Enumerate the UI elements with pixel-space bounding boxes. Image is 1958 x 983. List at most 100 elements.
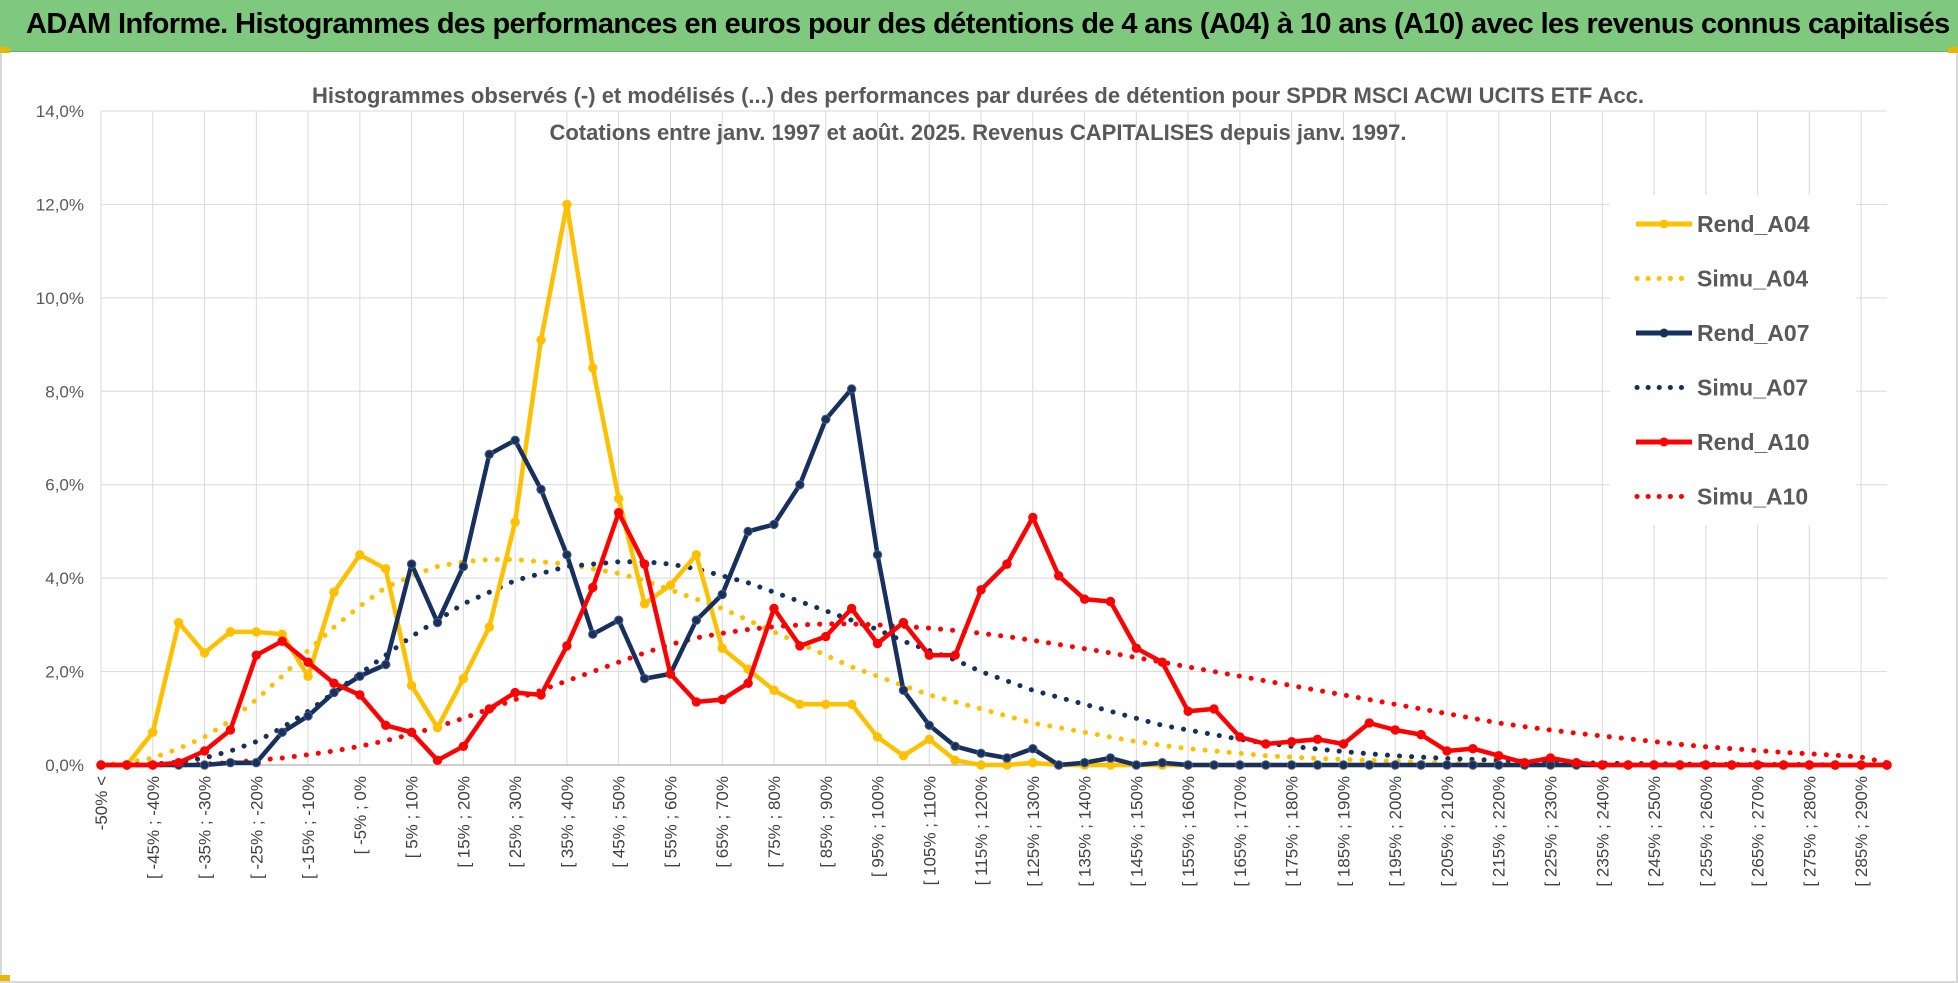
- x-tick-label: [ 175% ; 180%: [1283, 776, 1302, 887]
- data-point: [432, 755, 443, 766]
- y-tick-label: 14,0%: [36, 102, 84, 121]
- data-point: [225, 627, 236, 637]
- data-point: [872, 638, 883, 649]
- data-point: [639, 599, 650, 609]
- series-Simu_A10: [98, 621, 1890, 768]
- data-point: [691, 550, 702, 560]
- data-point: [639, 559, 650, 569]
- data-point: [821, 631, 831, 642]
- x-tick-label: [ 275% ; 280%: [1800, 776, 1819, 887]
- x-tick-label: [ 75% ; 80%: [765, 776, 784, 868]
- data-point: [1416, 760, 1426, 770]
- data-point: [355, 550, 365, 560]
- data-point: [1364, 760, 1375, 770]
- data-point: [406, 559, 417, 569]
- data-point: [924, 650, 934, 660]
- data-point: [251, 650, 262, 660]
- x-tick-label: [ 205% ; 210%: [1438, 776, 1457, 887]
- data-point: [173, 757, 184, 768]
- data-point: [484, 449, 494, 460]
- data-point: [1235, 760, 1245, 770]
- data-point: [588, 629, 598, 639]
- header-banner: ADAM Informe. Histogrammes des performan…: [0, 0, 1958, 52]
- legend-label: Simu_A04: [1697, 266, 1808, 292]
- data-point: [122, 760, 132, 770]
- page-title: ADAM Informe. Histogrammes des performan…: [26, 8, 1950, 40]
- data-point: [1442, 746, 1452, 756]
- data-point: [769, 519, 779, 530]
- x-tick-label: [ 235% ; 240%: [1593, 776, 1612, 887]
- x-tick-label: [ 215% ; 220%: [1490, 776, 1509, 887]
- legend-item: Simu_A04: [1634, 266, 1808, 292]
- data-point: [639, 673, 650, 684]
- legend: Rend_A04 Simu_A04 Rend_A07 Simu_A07 Rend_A10…: [1610, 195, 1856, 525]
- x-tick-label: [ 115% ; 120%: [972, 776, 991, 885]
- data-point: [1468, 760, 1478, 770]
- data-point: [1623, 760, 1633, 770]
- series-Rend_A10: [96, 508, 1892, 770]
- data-point: [821, 414, 831, 425]
- data-point: [1804, 760, 1815, 770]
- data-point: [1054, 571, 1064, 581]
- legend-label: Simu_A10: [1697, 484, 1808, 510]
- data-point: [562, 550, 572, 560]
- data-point: [1312, 760, 1323, 770]
- x-tick-label: [ 265% ; 270%: [1749, 776, 1768, 887]
- x-tick-label: [ 155% ; 160%: [1179, 776, 1198, 887]
- data-point: [510, 687, 520, 698]
- data-point: [1701, 760, 1711, 770]
- data-point: [1261, 760, 1271, 770]
- x-tick-label: [ 245% ; 250%: [1645, 776, 1664, 887]
- data-point: [277, 636, 287, 646]
- data-point: [510, 517, 520, 527]
- data-point: [665, 669, 676, 679]
- x-tick-label: [ 185% ; 190%: [1334, 776, 1353, 887]
- series-line: [98, 559, 1890, 768]
- data-point: [613, 508, 624, 518]
- data-point: [1105, 753, 1116, 763]
- data-point: [432, 617, 443, 628]
- y-tick-label: 4,0%: [45, 569, 84, 588]
- data-point: [821, 699, 831, 709]
- x-tick-label: [ 95% ; 100%: [869, 776, 888, 877]
- data-point: [381, 720, 391, 730]
- data-point: [613, 494, 624, 504]
- data-point: [1261, 739, 1271, 749]
- data-point: [1312, 734, 1323, 745]
- y-tick-label: 6,0%: [45, 476, 84, 495]
- x-tick-label: [ 35% ; 40%: [558, 776, 577, 868]
- x-tick-label: [ 45% ; 50%: [610, 776, 629, 868]
- data-point: [743, 678, 753, 688]
- data-point: [536, 335, 546, 345]
- legend-label: Simu_A07: [1697, 375, 1808, 401]
- data-point: [406, 680, 417, 691]
- legend-label: Rend_A07: [1697, 320, 1809, 346]
- x-tick-label: [ 165% ; 170%: [1231, 776, 1250, 887]
- x-tick-label: [ 65% ; 70%: [713, 776, 732, 868]
- data-point: [251, 627, 262, 637]
- data-point: [225, 725, 236, 735]
- x-tick-label: [ 125% ; 130%: [1024, 776, 1043, 887]
- data-point: [691, 697, 702, 707]
- data-point: [846, 384, 857, 394]
- data-point: [1235, 732, 1245, 742]
- data-point: [717, 589, 727, 600]
- data-point: [1028, 743, 1038, 754]
- y-tick-label: 12,0%: [36, 195, 84, 214]
- y-tick-label: 2,0%: [45, 663, 84, 682]
- x-tick-label: [ 135% ; 140%: [1076, 776, 1095, 887]
- data-point: [562, 199, 572, 210]
- data-point: [1752, 760, 1763, 770]
- x-tick-label: [ -25% ; -20%: [247, 776, 266, 879]
- data-point: [1002, 753, 1012, 763]
- data-point: [251, 757, 262, 768]
- data-point: [1157, 757, 1167, 768]
- corner-mark: [1948, 47, 1958, 53]
- y-axis: 0,0% 2,0% 4,0% 6,0% 8,0% 10,0% 12,0% 14,0%: [36, 102, 84, 775]
- data-point: [355, 671, 365, 681]
- data-point: [588, 582, 598, 593]
- chart-subtitle: Cotations entre janv. 1997 et août. 2025…: [549, 120, 1406, 145]
- x-tick-label: [ 15% ; 20%: [454, 776, 473, 868]
- x-tick-label: [ 225% ; 230%: [1542, 776, 1561, 887]
- data-point: [743, 526, 753, 537]
